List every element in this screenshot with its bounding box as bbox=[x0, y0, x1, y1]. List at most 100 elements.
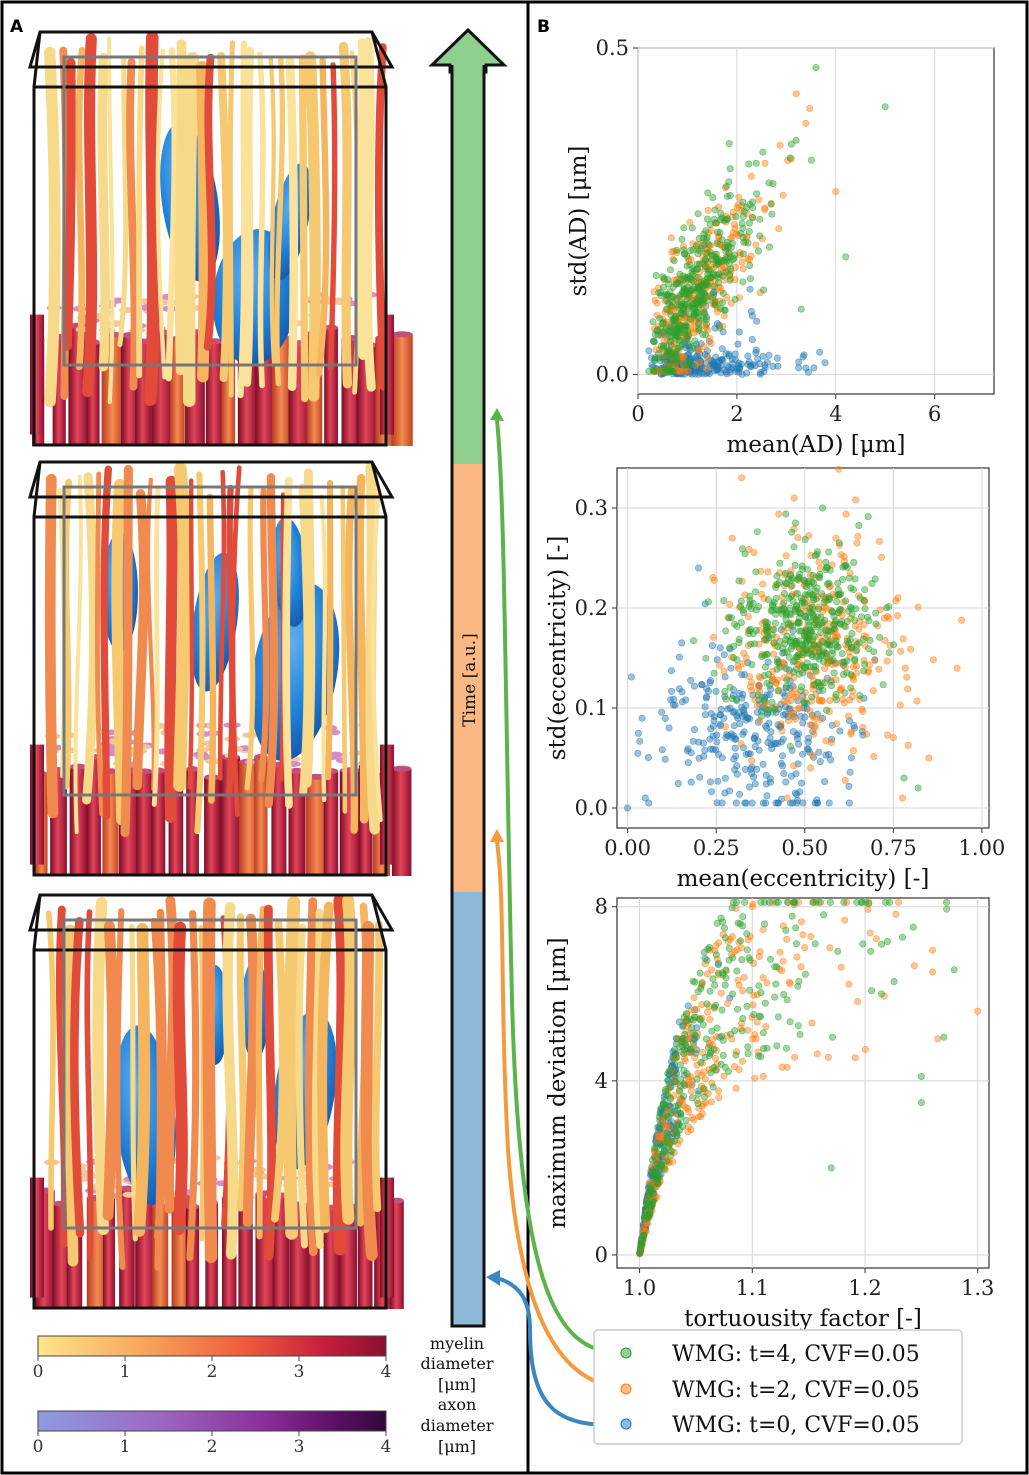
scatter-point-blue bbox=[845, 782, 853, 790]
scatter-point-green bbox=[694, 988, 702, 996]
myelin-tick-label: 1 bbox=[120, 1362, 131, 1382]
scatter-point-orange bbox=[885, 614, 893, 622]
scatter-point-green bbox=[792, 136, 800, 144]
scatter-point-blue bbox=[627, 673, 635, 681]
scatter-point-green bbox=[744, 239, 752, 247]
scatter-point-green bbox=[702, 227, 710, 235]
scatter-point-green bbox=[867, 947, 875, 955]
scatter-point-green bbox=[678, 235, 686, 243]
scatter-point-green bbox=[825, 637, 833, 645]
box-edge bbox=[32, 461, 42, 518]
x-tick-label: 4 bbox=[829, 402, 842, 426]
scatter-point-blue bbox=[754, 355, 762, 363]
scatter-point-orange bbox=[817, 715, 825, 723]
scatter-point-green bbox=[707, 1069, 715, 1077]
scatter-point-green bbox=[698, 980, 706, 988]
scatter-point-orange bbox=[802, 119, 810, 127]
fiber bbox=[144, 31, 160, 407]
scatter-point-orange bbox=[756, 948, 764, 956]
scatter-point-green bbox=[728, 239, 736, 247]
scatter-point-orange bbox=[753, 702, 761, 710]
scatter-point-orange bbox=[840, 553, 848, 561]
scatter-point-blue bbox=[762, 780, 770, 788]
fiber bbox=[75, 46, 86, 371]
scatter-point-orange bbox=[763, 703, 771, 711]
scatter-point-green bbox=[838, 575, 846, 583]
scatter-point-orange bbox=[770, 650, 778, 658]
scatter-point-green bbox=[816, 898, 824, 906]
scatter-point-orange bbox=[776, 141, 784, 149]
base-cylinder bbox=[254, 756, 268, 876]
box-front bbox=[32, 948, 388, 1310]
scatter-point-orange bbox=[808, 751, 816, 759]
scatter-point-orange bbox=[863, 730, 871, 738]
scatter-point-green bbox=[682, 1010, 690, 1018]
scatter-point-blue bbox=[751, 780, 759, 788]
time-bar-outline bbox=[450, 65, 486, 1328]
scatter-point-green bbox=[659, 283, 667, 291]
scatter-point-orange bbox=[735, 294, 743, 302]
scatter-point-green bbox=[917, 1073, 925, 1081]
scatter-point-blue bbox=[845, 799, 853, 807]
myelin-colorbar-gradient bbox=[37, 1335, 387, 1357]
x-tick-label: 0.25 bbox=[693, 836, 740, 860]
scatter-point-orange bbox=[720, 667, 728, 675]
scatter-point-orange bbox=[958, 616, 966, 624]
scatter-point-green bbox=[754, 247, 762, 255]
fiber bbox=[196, 60, 211, 383]
scatter-point-green bbox=[811, 940, 819, 948]
scatter-point-green bbox=[674, 344, 682, 352]
scatter-point-green bbox=[781, 640, 789, 648]
scatter-point-green bbox=[773, 665, 781, 673]
scatter-point-green bbox=[725, 249, 733, 257]
scatter-point-blue bbox=[690, 725, 698, 733]
x-tick-label: 0.75 bbox=[870, 836, 917, 860]
box-back bbox=[62, 918, 358, 1230]
scatter-point-green bbox=[762, 626, 770, 634]
scatter-point-green bbox=[848, 643, 856, 651]
fiber bbox=[186, 909, 200, 1262]
scatter-point-blue bbox=[773, 354, 781, 362]
scatter-point-green bbox=[704, 598, 712, 606]
myelin-tick-label: 0 bbox=[33, 1362, 44, 1382]
scatter-point-green bbox=[658, 367, 666, 375]
scatter-point-orange bbox=[759, 974, 767, 982]
scatter-point-green bbox=[737, 229, 745, 237]
scatter-point-orange bbox=[738, 1057, 746, 1065]
scatter-point-green bbox=[668, 323, 676, 331]
scatter-point-orange bbox=[735, 603, 743, 611]
scatter-point-orange bbox=[903, 673, 911, 681]
scatter-std-eccentricity: 0.00 0.25 0.50 0.75 1.00 0.0 0.1 0.2 0.3 mean(ecc… bbox=[545, 465, 1005, 892]
scatter-point-green bbox=[755, 982, 763, 990]
scatter-point-green bbox=[773, 963, 781, 971]
scatter-point-blue bbox=[715, 357, 723, 365]
scatter-point-orange bbox=[864, 905, 872, 913]
scatter-point-green bbox=[782, 615, 790, 623]
scatter-point-green bbox=[710, 1003, 718, 1011]
fiber bbox=[222, 901, 239, 1260]
x-tick-label: 1.1 bbox=[736, 1276, 769, 1300]
scatter-point-blue bbox=[754, 737, 762, 745]
scatter-point-green bbox=[856, 594, 864, 602]
scatter-point-green bbox=[769, 708, 777, 716]
base-cylinder bbox=[136, 771, 153, 876]
fiber bbox=[43, 46, 61, 408]
scatter-point-green bbox=[782, 1044, 790, 1052]
scatter-point-green bbox=[663, 1157, 671, 1165]
scatter-point-orange bbox=[764, 568, 772, 576]
scatter-point-green bbox=[886, 898, 894, 906]
myelin-tick-label: 4 bbox=[381, 1362, 392, 1382]
scatter-point-orange bbox=[757, 674, 765, 682]
scatter-point-green bbox=[685, 310, 693, 318]
scatter-point-blue bbox=[722, 350, 730, 358]
scatter-point-blue bbox=[709, 745, 717, 753]
scatter-point-green bbox=[890, 977, 898, 985]
scatter-point-green bbox=[801, 535, 809, 543]
scatter-point-orange bbox=[723, 1031, 731, 1039]
scatter-point-orange bbox=[845, 980, 853, 988]
fiber bbox=[145, 477, 156, 791]
scatter-point-orange bbox=[934, 1035, 942, 1043]
scatter-point-green bbox=[788, 582, 796, 590]
fiber bbox=[62, 58, 76, 351]
scatter-point-green bbox=[786, 1018, 794, 1026]
